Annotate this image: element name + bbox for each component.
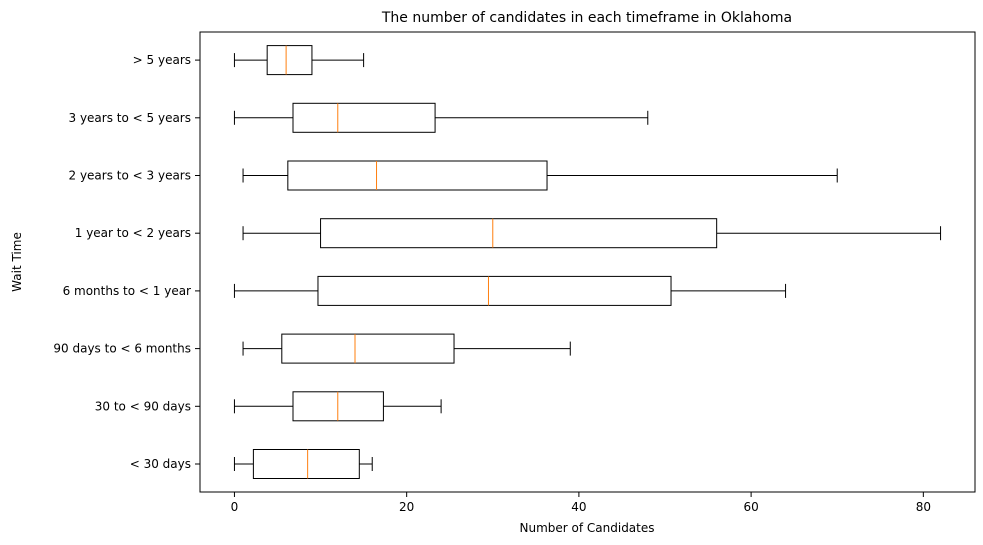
y-tick-label: > 5 years — [133, 53, 191, 67]
x-tick-label: 60 — [743, 500, 758, 514]
iqr-box — [317, 275, 672, 306]
iqr-box — [252, 449, 360, 479]
plot-marks — [233, 45, 942, 479]
x-tick-label: 40 — [571, 500, 586, 514]
chart-title: The number of candidates in each timefra… — [381, 10, 792, 26]
box-3 — [233, 275, 787, 306]
box-0 — [233, 449, 373, 479]
y-tick-label: 90 days to < 6 months — [53, 342, 191, 356]
y-tick-label: 3 years to < 5 years — [69, 111, 192, 125]
y-tick-label: 2 years to < 3 years — [69, 169, 192, 183]
iqr-box — [266, 45, 313, 76]
box-6 — [233, 102, 649, 133]
iqr-box — [281, 333, 455, 364]
x-axis-ticks: 0 20 40 60 80 — [231, 492, 931, 514]
box-2 — [242, 333, 571, 364]
box-4 — [242, 218, 942, 249]
iqr-box — [320, 218, 718, 249]
x-tick-label: 80 — [916, 500, 931, 514]
y-tick-label: 30 to < 90 days — [95, 399, 191, 413]
y-axis-ticks: < 30 days 30 to < 90 days 90 days to < 6 m… — [53, 53, 200, 471]
iqr-box — [292, 102, 436, 133]
y-axis-label: Wait Time — [10, 232, 24, 292]
box-1 — [233, 391, 442, 422]
iqr-box — [287, 160, 548, 191]
y-tick-label: 6 months to < 1 year — [63, 284, 191, 298]
box-7 — [233, 45, 365, 76]
x-tick-label: 0 — [231, 500, 239, 514]
x-axis-label: Number of Candidates — [520, 521, 655, 535]
x-tick-label: 20 — [399, 500, 414, 514]
y-tick-label: < 30 days — [130, 457, 191, 471]
y-tick-label: 1 year to < 2 years — [75, 226, 191, 240]
box-5 — [242, 160, 838, 191]
plot-frame — [199, 31, 976, 493]
